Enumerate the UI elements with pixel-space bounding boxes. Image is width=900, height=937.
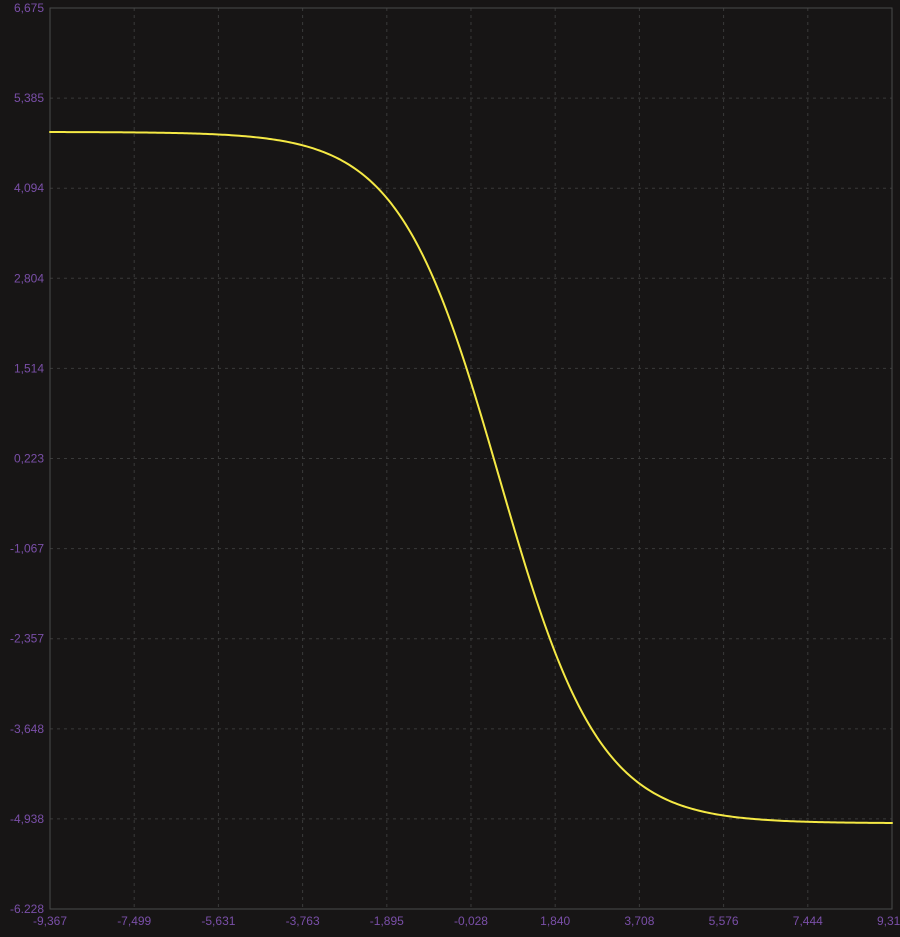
- x-tick-label: 7,444: [793, 914, 823, 928]
- y-tick-label: -4,938: [10, 812, 44, 826]
- y-tick-label: 0,223: [14, 452, 44, 466]
- x-tick-label: -0,028: [454, 914, 488, 928]
- x-tick-label: 1,840: [540, 914, 570, 928]
- x-tick-label: -5,631: [201, 914, 235, 928]
- x-tick-label: -9,367: [33, 914, 67, 928]
- y-tick-label: 5,385: [14, 91, 44, 105]
- x-tick-label: 9,312: [877, 914, 900, 928]
- y-tick-label: 1,514: [14, 361, 44, 375]
- y-tick-label: -6.228: [10, 902, 44, 916]
- x-tick-label: 3,708: [624, 914, 654, 928]
- y-tick-label: -3,648: [10, 722, 44, 736]
- y-tick-label: 6,675: [14, 1, 44, 15]
- x-tick-label: -3,763: [286, 914, 320, 928]
- chart-container: -9,367 -7,499 -5,631 -3,763 -1,895 -0,028 1,84…: [0, 0, 900, 937]
- x-tick-label: 5,576: [709, 914, 739, 928]
- chart-svg: -9,367 -7,499 -5,631 -3,763 -1,895 -0,028 1,84…: [0, 0, 900, 937]
- y-tick-label: 4,094: [14, 181, 44, 195]
- chart-background: [0, 0, 900, 937]
- x-tick-label: -1,895: [370, 914, 404, 928]
- x-tick-label: -7,499: [117, 914, 151, 928]
- y-tick-label: 2,804: [14, 271, 44, 285]
- y-tick-label: -1,067: [10, 542, 44, 556]
- y-tick-label: -2,357: [10, 632, 44, 646]
